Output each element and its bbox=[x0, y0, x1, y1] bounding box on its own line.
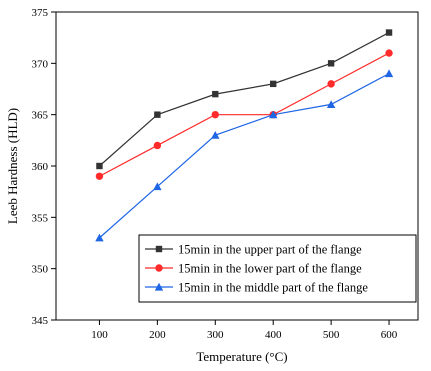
x-tick-label: 400 bbox=[265, 329, 282, 341]
data-point bbox=[212, 90, 219, 98]
data-point bbox=[95, 233, 104, 242]
legend-label: 15min in the middle part of the flange bbox=[178, 281, 368, 295]
data-point bbox=[154, 111, 161, 118]
series-circle bbox=[95, 49, 393, 180]
data-point bbox=[153, 141, 162, 150]
data-point bbox=[327, 80, 335, 88]
y-tick-label: 350 bbox=[32, 264, 49, 276]
data-point bbox=[269, 110, 278, 119]
data-point bbox=[384, 69, 394, 78]
y-tick-label: 375 bbox=[32, 7, 49, 19]
legend-marker bbox=[155, 245, 163, 253]
series-line bbox=[99, 32, 390, 167]
x-tick-label: 300 bbox=[207, 329, 224, 341]
legend-marker bbox=[155, 264, 163, 272]
x-axis-title: Temperature (°C) bbox=[196, 349, 287, 364]
data-point bbox=[385, 29, 393, 36]
y-tick-label: 360 bbox=[32, 161, 49, 173]
series-line bbox=[99, 52, 390, 177]
legend-label: 15min in the upper part of the flange bbox=[178, 243, 362, 257]
y-tick-label: 370 bbox=[32, 58, 49, 70]
series-layer bbox=[95, 29, 394, 242]
data-point bbox=[270, 80, 277, 88]
axes: 345 350 355 360 365 370 375 100 200 300 400 500 600 bbox=[32, 7, 419, 341]
series-triangle bbox=[95, 69, 394, 242]
series-line bbox=[99, 73, 390, 239]
legend-box bbox=[138, 234, 417, 303]
y-axis-title: Leeb Hardness (HLD) bbox=[5, 108, 20, 224]
x-tick-label: 200 bbox=[149, 329, 166, 341]
legend: 15min in the upper part of the flange 15m… bbox=[138, 234, 417, 303]
y-tick-label: 345 bbox=[32, 315, 49, 327]
y-tick-label: 365 bbox=[32, 110, 49, 122]
x-tick-label: 100 bbox=[91, 329, 108, 341]
data-point bbox=[95, 172, 104, 180]
data-point bbox=[96, 162, 103, 170]
data-point bbox=[211, 110, 219, 119]
data-point bbox=[211, 131, 220, 139]
x-tick-label: 500 bbox=[323, 329, 340, 341]
legend-label: 15min in the lower part of the flange bbox=[178, 262, 362, 276]
data-point bbox=[153, 182, 162, 191]
data-point bbox=[327, 60, 335, 67]
data-point bbox=[326, 100, 336, 108]
y-tick-label: 355 bbox=[32, 212, 49, 224]
legend-marker bbox=[154, 282, 164, 291]
series-square bbox=[96, 29, 393, 170]
data-point bbox=[385, 49, 393, 57]
x-tick-label: 600 bbox=[381, 329, 398, 341]
